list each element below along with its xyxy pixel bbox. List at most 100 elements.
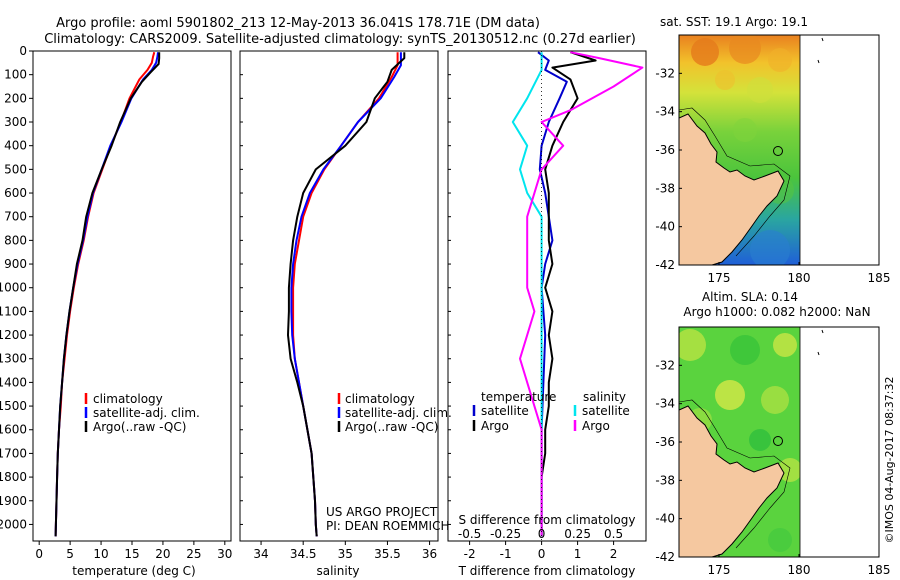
lat-tick-label: -36 [655, 435, 675, 449]
series-line-satellite-adj-clim- [290, 52, 402, 537]
x-tick-label: 15 [124, 547, 139, 561]
lon-tick-label: 180 [788, 271, 811, 285]
depth-tick-label: 100 [4, 68, 27, 82]
depth-tick-label: 2000 [0, 517, 27, 531]
salinity-x-label: salinity [316, 564, 359, 578]
depth-tick-label: 0 [19, 44, 27, 58]
lat-tick-label: -40 [655, 512, 675, 526]
x-tick-label: 34 [253, 547, 268, 561]
lon-tick-label: 175 [708, 271, 731, 285]
x-tick-label: -2 [464, 547, 476, 561]
legend-label-satellite: satellite-adj. clim. [93, 406, 200, 420]
sla-map-subtitle: Argo h1000: 0.082 h2000: NaN [683, 305, 870, 319]
temperature-x-label: temperature (deg C) [72, 564, 195, 578]
series-line-salinity-argo [519, 51, 644, 537]
temperature-plot-frame [32, 50, 232, 542]
depth-tick-label: 1700 [0, 446, 27, 460]
x-tick-label: 36 [422, 547, 437, 561]
sst-map: -42 -40 -38 -36 -34 -32 175 180 185 [655, 34, 891, 285]
legend-label-s-argo: Argo [582, 419, 610, 433]
difference-t-x-label: T difference from climatology [458, 564, 636, 578]
x-tick-label: 35 [338, 547, 353, 561]
sla-texture [679, 329, 800, 557]
argo-position-marker [773, 436, 783, 446]
lat-tick-label: -42 [655, 550, 675, 564]
islets [817, 37, 824, 64]
imos-credit: ©IMOS 04-Aug-2017 08:37:32 [883, 377, 896, 544]
x-tick-label: -1 [500, 547, 512, 561]
depth-tick-label: 900 [4, 257, 27, 271]
difference-plot-frame [447, 50, 647, 542]
islets [817, 329, 824, 356]
sla-map: -42 -40 -38 -36 -34 -32 175 180 185 [655, 326, 891, 577]
difference-legend: temperature salinity satellite Argo sate… [472, 390, 630, 433]
x-axes: 0 5 10 15 20 25 30 34 34.5 35 35.5 36 -2 -1 0 1 2 -0.5 -0.… [35, 527, 623, 561]
x-tick-label: 5 [66, 547, 74, 561]
series-line-climatology [54, 51, 156, 537]
x-tick-label: 0 [35, 547, 43, 561]
lon-tick-label: 185 [868, 271, 891, 285]
x-tick-label: 1 [574, 547, 582, 561]
depth-tick-label: 1000 [0, 281, 27, 295]
salinity-legend: climatology satellite-adj. clim. Argo(..… [337, 392, 452, 434]
salinity-plot-frame [239, 50, 439, 542]
depth-tick-label: 1900 [0, 494, 27, 508]
lat-tick-label: -36 [655, 143, 675, 157]
depth-tick-label: 1200 [0, 328, 27, 342]
lon-tick-label: 175 [708, 563, 731, 577]
depth-tick-label: 1400 [0, 375, 27, 389]
x-tick-label: 20 [155, 547, 170, 561]
header-line-1: Argo profile: aoml 5901802_213 12-May-20… [56, 16, 540, 31]
difference-series [511, 51, 644, 541]
legend-heading-temperature: temperature [481, 390, 556, 404]
legend-label-argo: Argo(..raw -QC) [345, 420, 438, 434]
lat-tick-label: -32 [655, 358, 675, 372]
x-tick-label: 0 [538, 547, 546, 561]
pi-annotation: PI: DEAN ROEMMICH [326, 519, 449, 533]
s-diff-tick-label: -0.25 [490, 527, 521, 541]
lon-tick-label: 185 [868, 563, 891, 577]
depth-axis: 0 100 200 300 400 500 600 700 800 900 1000 1100 1200… [0, 44, 451, 531]
sst-map-title: sat. SST: 19.1 Argo: 19.1 [660, 15, 808, 29]
project-annotation: US ARGO PROJECT [326, 505, 438, 519]
series-line-satellite-adj-clim- [54, 52, 159, 537]
s-diff-tick-label: 0.25 [564, 527, 591, 541]
depth-tick-label: 600 [4, 186, 27, 200]
difference-s-x-label: S difference from climatology [459, 513, 636, 527]
lat-tick-label: -34 [655, 105, 675, 119]
series-line-argo-raw-qc- [287, 52, 406, 537]
legend-label-t-argo: Argo [481, 419, 509, 433]
s-diff-tick-label: -0.5 [458, 527, 481, 541]
depth-tick-label: 700 [4, 210, 27, 224]
depth-tick-label: 800 [4, 233, 27, 247]
temperature-series [54, 51, 161, 537]
x-tick-label: 10 [93, 547, 108, 561]
lon-tick-label: 180 [788, 563, 811, 577]
s-diff-tick-label: 0 [538, 527, 546, 541]
lat-tick-label: -40 [655, 220, 675, 234]
depth-tick-label: 1300 [0, 352, 27, 366]
x-tick-label: 30 [217, 547, 232, 561]
salinity-series [287, 52, 406, 537]
lat-tick-label: -42 [655, 258, 675, 272]
x-tick-label: 34.5 [290, 547, 317, 561]
argo-position-marker [773, 146, 783, 156]
depth-tick-label: 1100 [0, 304, 27, 318]
land-north-island [679, 107, 791, 265]
depth-tick-label: 400 [4, 139, 27, 153]
lat-tick-label: -38 [655, 473, 675, 487]
legend-label-t-satellite: satellite [481, 404, 529, 418]
series-line-climatology [292, 52, 399, 537]
sla-map-title: Altim. SLA: 0.14 [702, 290, 798, 304]
temperature-legend: climatology satellite-adj. clim. Argo(..… [84, 392, 200, 434]
series-line-temperature-argo [540, 51, 597, 537]
legend-heading-salinity: salinity [583, 390, 626, 404]
depth-tick-label: 200 [4, 91, 27, 105]
series-line-argo-raw-qc- [54, 52, 161, 537]
x-tick-label: 25 [186, 547, 201, 561]
header-line-2: Climatology: CARS2009. Satellite-adjuste… [44, 32, 636, 47]
lat-tick-label: -32 [655, 66, 675, 80]
legend-label-s-satellite: satellite [582, 404, 630, 418]
legend-label-argo: Argo(..raw -QC) [93, 420, 186, 434]
legend-label-satellite: satellite-adj. clim. [345, 406, 452, 420]
